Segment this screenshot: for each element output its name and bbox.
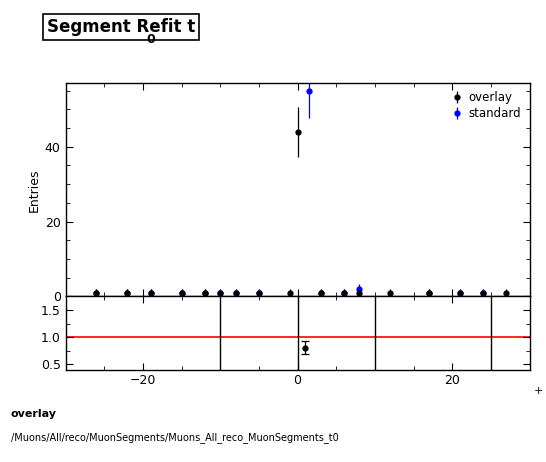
Text: 0: 0	[147, 33, 156, 46]
Legend: overlay, standard: overlay, standard	[448, 89, 524, 122]
Text: overlay: overlay	[11, 409, 57, 419]
Text: /Muons/All/reco/MuonSegments/Muons_All_reco_MuonSegments_t0: /Muons/All/reco/MuonSegments/Muons_All_r…	[11, 432, 339, 443]
Text: Segment Refit t: Segment Refit t	[47, 18, 195, 36]
Text: +: +	[534, 386, 543, 396]
Y-axis label: Entries: Entries	[28, 168, 40, 212]
